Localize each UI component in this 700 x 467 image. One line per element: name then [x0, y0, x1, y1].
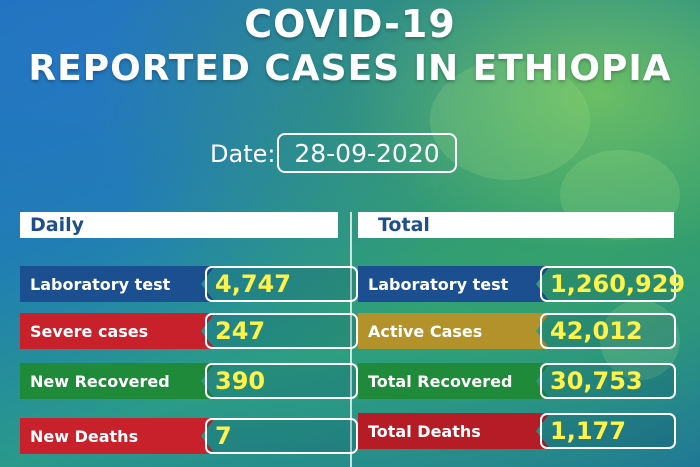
date-value: 28-09-2020: [277, 133, 457, 173]
daily-lab-test-value: 4,747: [205, 266, 358, 302]
total-row-lab-test: Laboratory test 1,260,929: [358, 266, 685, 302]
daily-heading: Daily: [20, 212, 338, 238]
title-line-1: COVID-19: [244, 2, 456, 46]
daily-severe-value: 247: [205, 313, 358, 349]
total-lab-test-value: 1,260,929: [540, 266, 685, 302]
daily-row-severe: Severe cases 247: [20, 313, 358, 349]
daily-recovered-value: 390: [205, 363, 358, 399]
date-label: Date:: [210, 140, 276, 168]
daily-severe-label: Severe cases: [20, 313, 215, 349]
total-row-active: Active Cases 42,012: [358, 313, 676, 349]
total-active-label: Active Cases: [358, 313, 550, 349]
daily-row-recovered: New Recovered 390: [20, 363, 358, 399]
total-recovered-label: Total Recovered: [358, 363, 550, 399]
total-heading: Total: [358, 212, 674, 238]
daily-deaths-value: 7: [205, 418, 358, 454]
total-recovered-value: 30,753: [540, 363, 676, 399]
total-row-recovered: Total Recovered 30,753: [358, 363, 676, 399]
daily-lab-test-label: Laboratory test: [20, 266, 215, 302]
total-deaths-label: Total Deaths: [358, 413, 550, 449]
total-deaths-value: 1,177: [540, 413, 676, 449]
daily-row-lab-test: Laboratory test 4,747: [20, 266, 358, 302]
daily-recovered-label: New Recovered: [20, 363, 215, 399]
total-lab-test-label: Laboratory test: [358, 266, 550, 302]
total-active-value: 42,012: [540, 313, 676, 349]
title-line-2: REPORTED CASES IN ETHIOPIA: [28, 48, 672, 89]
daily-deaths-label: New Deaths: [20, 418, 215, 454]
daily-row-deaths: New Deaths 7: [20, 418, 358, 454]
total-row-deaths: Total Deaths 1,177: [358, 413, 676, 449]
section-divider: [350, 212, 352, 467]
